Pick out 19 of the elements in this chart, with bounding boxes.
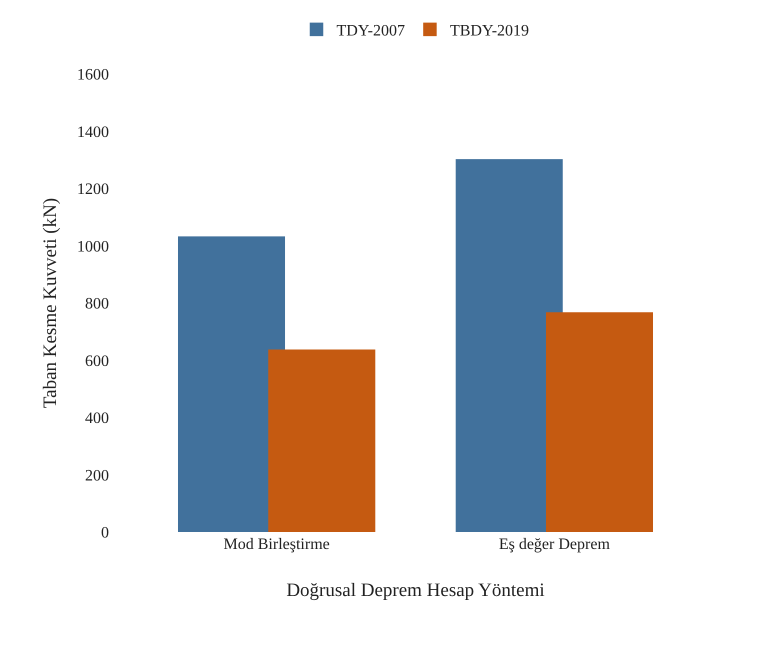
y-tick-label: 1200	[77, 181, 109, 198]
x-tick-label: Eş değer Deprem	[498, 536, 610, 553]
legend-label: TBDY-2019	[450, 22, 530, 40]
y-tick-label: 1400	[77, 124, 109, 141]
bar	[456, 159, 563, 532]
bar	[546, 312, 654, 532]
y-tick-label: 200	[85, 467, 109, 484]
y-tick-label: 1000	[77, 238, 109, 256]
y-tick-label: 800	[85, 296, 109, 313]
bar	[268, 349, 376, 532]
y-tick-label: 0	[101, 524, 109, 542]
x-tick-label: Mod Birleştirme	[224, 536, 330, 553]
y-tick-label: 400	[85, 410, 109, 428]
y-axis-title: Taban Kesme Kuvveti (kN)	[40, 198, 61, 408]
y-tick-label: 1600	[77, 66, 109, 84]
x-axis-title: Doğrusal Deprem Hesap Yöntemi	[286, 580, 545, 601]
legend-label: TDY-2007	[336, 22, 405, 40]
y-tick-label: 600	[85, 352, 109, 370]
bar	[178, 236, 286, 532]
